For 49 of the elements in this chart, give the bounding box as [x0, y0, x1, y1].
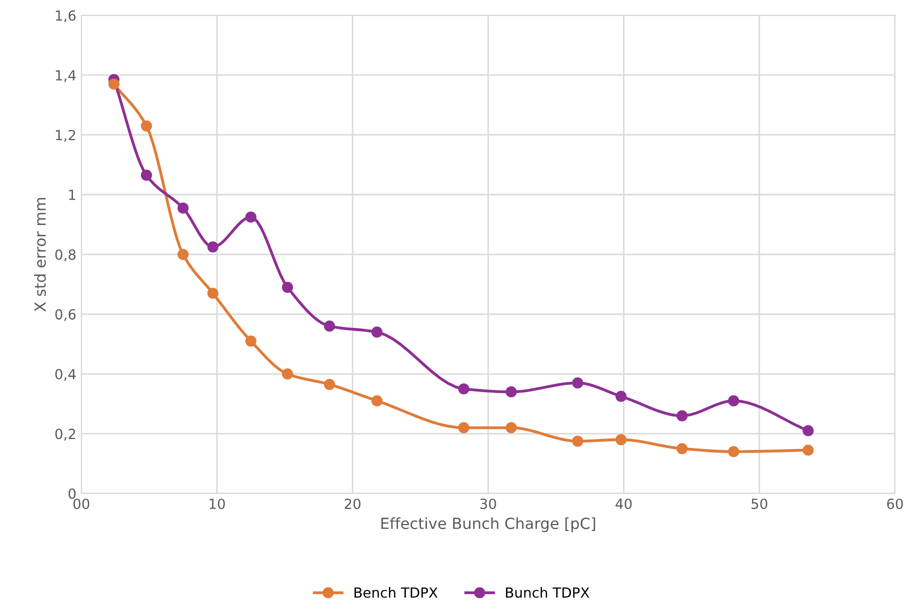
- point: [615, 434, 627, 446]
- y-tick-label: 0: [68, 488, 76, 499]
- x-axis-title: Effective Bunch Charge [pC]: [381, 517, 596, 532]
- point: [728, 446, 740, 458]
- y-tick-label: 1,4: [56, 70, 76, 82]
- point: [207, 288, 218, 299]
- point: [140, 120, 152, 132]
- point: [802, 425, 814, 436]
- x-tick-label: 50: [752, 498, 768, 510]
- point: [282, 282, 294, 293]
- point: [572, 436, 584, 447]
- y-tick-label: 0,8: [55, 249, 76, 262]
- point: [324, 320, 336, 332]
- point: [371, 326, 383, 338]
- point: [458, 383, 470, 394]
- y-tick-label: 1,6: [56, 10, 76, 22]
- y-tick-label: 0,6: [55, 309, 76, 322]
- point: [506, 386, 517, 398]
- point: [178, 248, 189, 260]
- point: [506, 422, 517, 434]
- x-tick-label: 00: [73, 498, 90, 510]
- point: [245, 336, 256, 347]
- point: [245, 211, 256, 223]
- point: [458, 422, 470, 434]
- point: [572, 377, 584, 388]
- point: [282, 368, 294, 380]
- legend-label: Bunch TDPX: [506, 587, 590, 598]
- point: [371, 395, 383, 406]
- legend-label: Bench TDPX: [354, 587, 438, 598]
- point: [140, 170, 152, 181]
- point: [207, 241, 218, 252]
- point: [676, 443, 688, 454]
- point: [108, 78, 120, 90]
- x-tick-label: 40: [616, 498, 632, 510]
- y-tick-label: 1,2: [56, 130, 76, 142]
- point: [728, 395, 740, 406]
- point: [676, 410, 688, 422]
- y-axis-title: X std error mm: [34, 198, 46, 312]
- x-tick-label: 10: [210, 498, 225, 510]
- point: [615, 390, 627, 402]
- point: [802, 444, 814, 456]
- x-tick-label: 20: [344, 498, 360, 510]
- point: [178, 202, 189, 214]
- y-tick-label: 0,4: [55, 368, 76, 381]
- x-tick-label: 60: [887, 498, 903, 510]
- y-tick-label: 0,2: [55, 428, 76, 441]
- x-tick-label: 30: [480, 498, 496, 510]
- y-tick-label: 1: [69, 190, 76, 200]
- point: [324, 378, 336, 390]
